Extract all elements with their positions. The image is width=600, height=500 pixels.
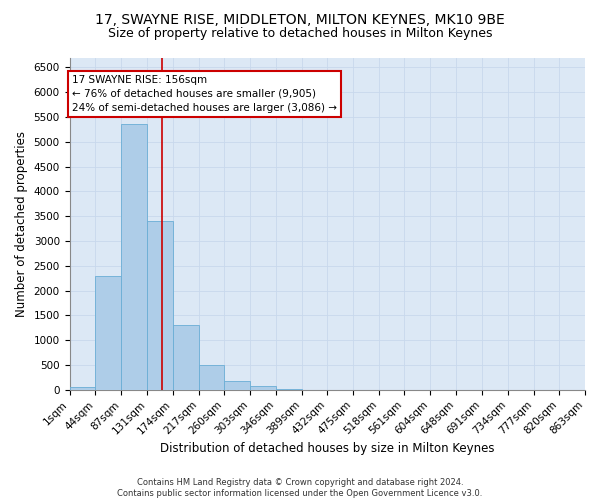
Bar	[70, 388, 95, 390]
Bar	[199, 365, 224, 390]
Bar	[250, 386, 276, 390]
Bar	[224, 382, 250, 390]
Text: Contains HM Land Registry data © Crown copyright and database right 2024.
Contai: Contains HM Land Registry data © Crown c…	[118, 478, 482, 498]
Text: Size of property relative to detached houses in Milton Keynes: Size of property relative to detached ho…	[108, 28, 492, 40]
Bar	[276, 389, 302, 390]
Y-axis label: Number of detached properties: Number of detached properties	[15, 130, 28, 316]
Bar	[147, 221, 173, 390]
X-axis label: Distribution of detached houses by size in Milton Keynes: Distribution of detached houses by size …	[160, 442, 494, 455]
Text: 17 SWAYNE RISE: 156sqm
← 76% of detached houses are smaller (9,905)
24% of semi-: 17 SWAYNE RISE: 156sqm ← 76% of detached…	[72, 75, 337, 113]
Bar	[173, 326, 199, 390]
Bar	[95, 276, 121, 390]
Text: 17, SWAYNE RISE, MIDDLETON, MILTON KEYNES, MK10 9BE: 17, SWAYNE RISE, MIDDLETON, MILTON KEYNE…	[95, 12, 505, 26]
Bar	[121, 124, 147, 390]
